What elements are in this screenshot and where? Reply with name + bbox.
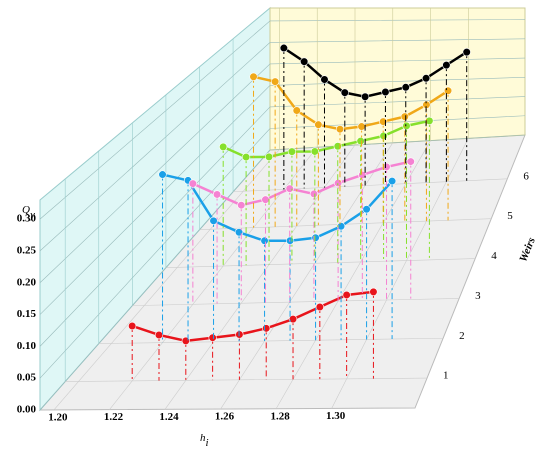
point [310, 147, 319, 156]
x-axis-title-main: h [200, 432, 206, 444]
point [421, 74, 431, 83]
grid-line [233, 178, 508, 193]
point [400, 112, 409, 121]
grid-line [39, 19, 526, 220]
point [288, 315, 298, 324]
point [311, 233, 320, 242]
grid-line [98, 337, 444, 344]
grid-line [65, 377, 428, 382]
point [262, 324, 271, 333]
point [356, 136, 365, 146]
point [260, 236, 269, 245]
point [309, 189, 319, 199]
y-tick-label: 0.20 [17, 276, 37, 288]
y-axis-title-sub: y [29, 209, 35, 221]
point [279, 43, 288, 53]
series-line [131, 290, 374, 343]
z-tick-label: 2 [459, 330, 465, 342]
point [335, 125, 345, 134]
y-tick-label: 0.05 [17, 372, 37, 384]
point [261, 195, 270, 204]
point [340, 88, 349, 97]
point [401, 83, 410, 92]
point [154, 330, 164, 340]
point [287, 147, 297, 156]
z-tick-label: 1 [443, 370, 449, 382]
point [208, 333, 217, 342]
z-tick-label: 4 [491, 250, 497, 262]
z-tick-label: 5 [507, 210, 513, 222]
point [209, 216, 218, 225]
point [369, 287, 378, 296]
point [300, 57, 309, 66]
point [443, 86, 453, 95]
z-axis-title: Weirs [517, 236, 538, 264]
point [361, 92, 370, 101]
series-line [192, 160, 412, 207]
y-axis-title: Qy [22, 204, 35, 221]
x-tick-label: 1.20 [48, 411, 68, 423]
point [242, 152, 251, 162]
x-axis-title-sub: i [206, 437, 209, 449]
grid-line [39, 96, 526, 347]
series-line [283, 46, 468, 99]
point [212, 190, 222, 199]
z-tick-label: 6 [523, 170, 529, 182]
x-tick-label: 1.28 [270, 410, 290, 422]
point [362, 205, 371, 214]
point [315, 302, 324, 312]
x-tick-label: 1.30 [326, 410, 346, 422]
y-axis-title-main: Q [22, 204, 30, 216]
x-tick-label: 1.26 [215, 411, 235, 423]
x-tick-label: 1.24 [159, 411, 179, 423]
grid-line [39, 76, 526, 315]
grid-line [39, 38, 526, 252]
x-tick-label: 1.22 [104, 411, 124, 423]
point [442, 61, 451, 70]
grid-line [132, 298, 460, 306]
grid-line [53, 149, 280, 411]
point [219, 142, 228, 152]
grid-line [220, 142, 394, 410]
point [237, 201, 246, 210]
y-tick-label: 0.15 [17, 308, 37, 320]
point [387, 176, 397, 186]
point [249, 72, 258, 81]
point [158, 170, 167, 179]
series-line [253, 75, 449, 131]
point [314, 120, 323, 129]
y-tick-label: 0.30 [17, 213, 37, 225]
point [381, 87, 390, 97]
z-tick-label: 3 [475, 290, 481, 302]
grid-line [39, 57, 526, 283]
point [271, 77, 280, 86]
point [462, 48, 471, 57]
point [334, 178, 343, 188]
point [406, 157, 415, 166]
y-tick-label: 0.25 [17, 244, 37, 256]
y-tick-label: 0.10 [17, 340, 37, 352]
grid-line [331, 138, 469, 409]
point [342, 290, 351, 300]
point [357, 122, 366, 131]
point [402, 121, 411, 130]
walls [38, 6, 526, 412]
y-tick-label: 0.00 [17, 404, 37, 416]
grid-line [275, 140, 431, 409]
series-line [162, 173, 394, 243]
point [128, 321, 137, 331]
point [320, 75, 329, 84]
series-line [222, 119, 430, 159]
grid-line [39, 134, 526, 411]
grid-line [39, 115, 526, 379]
x-axis-title: hi [200, 432, 209, 449]
point [264, 152, 274, 162]
point [292, 106, 301, 115]
point [188, 179, 197, 188]
